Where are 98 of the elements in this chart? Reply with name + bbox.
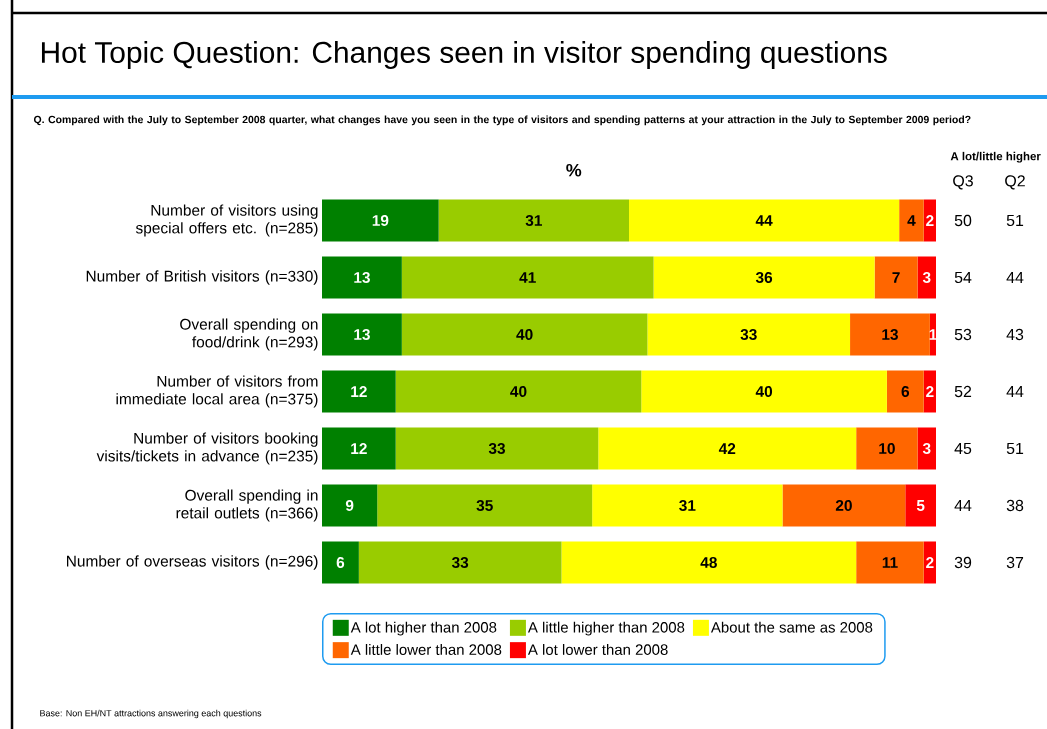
data-label: 44 [954,500,972,511]
data-label: 54 [954,271,972,284]
data-label: 41 [519,272,536,283]
bar [401,313,648,356]
x-tick-label: Q3 [953,175,973,190]
chart-title: Hot Topic Question: Changes seen in visitor spending questions [41,41,887,69]
data-label: 20 [835,500,852,511]
bar [850,313,930,356]
data-label: 13 [354,272,370,283]
data-label: 3 [922,443,931,454]
data-label: 37 [1006,556,1024,569]
chart-subtitle: Q. Compared with the July to September 2008 quarter, what changes have you seen in the type of visitors and spending patterns at your attraction in the July to September 2009 period? [33,115,971,126]
bar [592,484,783,527]
bar [899,199,924,242]
y-tick-label: Number of visitors from immediate local area (n=375) [116,375,318,408]
data-label: 19 [372,215,389,226]
bar [917,256,937,299]
text: Base: Non EH/NT attractions answering each questions [40,709,262,719]
data-label: 53 [954,328,972,341]
y-tick-label: Overall spending in retail outlets (n=366) [176,489,318,522]
data-label: 12 [351,443,367,454]
bar [395,370,642,413]
bar [377,484,593,527]
bar [322,370,396,413]
bar [647,313,851,356]
bar [401,256,654,299]
bar [782,484,906,527]
bar [856,541,924,584]
data-label: 51 [1006,442,1024,455]
data-label: 51 [1006,214,1024,227]
bar [856,427,918,470]
data-label: 2 [926,557,934,568]
data-label: 50 [954,214,972,227]
data-label: 40 [510,386,527,397]
data-label: 44 [1006,272,1024,283]
chart-title: A lot/little higher [950,151,1041,163]
data-label: 7 [892,272,900,283]
bar [438,199,630,242]
y-tick-label: Overall spending on food/drink (n=293) [180,318,318,351]
data-label: 44 [755,215,773,226]
bar [561,541,857,584]
legend-label: A little lower than 2008 [350,643,502,655]
bar [322,256,402,299]
data-label: 3 [922,272,931,283]
data-label: 9 [345,500,354,511]
data-label: 5 [916,500,925,511]
data-label: 52 [954,385,972,398]
bar [874,256,918,299]
data-label: 2 [926,215,934,226]
data-label: 31 [525,215,542,226]
data-label: 6 [901,386,910,397]
data-label: 13 [354,329,370,340]
bar [322,199,439,242]
legend-label: A lot higher than 2008 [350,621,497,636]
data-label: 48 [700,557,717,568]
data-label: 2 [926,386,934,397]
legend-label: A lot lower than 2008 [527,643,668,655]
y-tick-label: Number of visitors booking visits/tickets in advance (n=235) [96,432,318,465]
data-label: 39 [954,556,972,569]
data-label: 44 [1006,386,1024,397]
bar [886,370,924,413]
bar [653,256,875,299]
bar [629,199,900,242]
data-label: 33 [488,443,506,454]
x-axis-title: % [566,163,582,177]
data-label: 4 [907,215,916,226]
bar [395,427,599,470]
data-label: 45 [954,442,972,455]
bar [358,541,562,584]
x-tick-label: Q2 [1005,175,1025,190]
data-label: 40 [755,386,773,397]
bar [641,370,887,413]
data-label: 33 [451,557,469,568]
data-label: 40 [516,329,533,340]
y-tick-label: Number of British visitors (n=330) [86,270,318,285]
data-label: 42 [718,443,736,454]
data-label: 6 [336,557,345,568]
bar [598,427,857,470]
bar [322,484,378,527]
data-label: 38 [1006,499,1024,512]
data-label: 36 [755,272,773,283]
bar [322,313,402,356]
data-label: 10 [879,443,895,454]
bar [917,427,937,470]
y-tick-label: Number of visitors using special offers etc. (n=285) [135,204,318,237]
bar [905,484,937,527]
data-label: 35 [476,500,493,511]
data-label: 33 [740,329,757,340]
legend-label: About the same as 2008 [710,621,873,633]
data-label: 31 [679,500,696,511]
data-label: 13 [882,329,898,340]
y-tick-label: Number of overseas visitors (n=296) [67,555,318,570]
bar [322,427,396,470]
data-label: 43 [1006,328,1024,341]
data-label: 12 [351,386,367,397]
data-label: 11 [882,557,898,568]
bar [322,541,359,584]
legend-label: A little higher than 2008 [527,621,685,636]
